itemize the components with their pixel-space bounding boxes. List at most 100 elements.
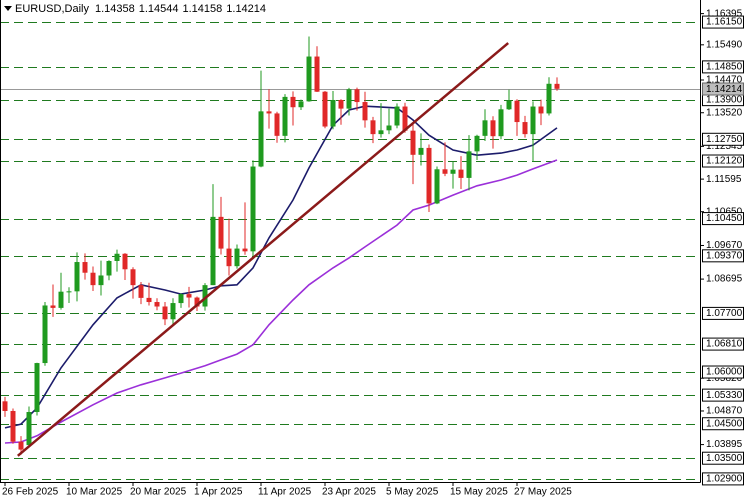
x-tick-label: 10 Mar 2025 (66, 487, 123, 498)
candle-body (530, 106, 536, 135)
candle-body (210, 216, 216, 286)
candle-body (522, 122, 528, 135)
candle-body (514, 100, 520, 123)
candle-body (10, 410, 16, 442)
moving-average (4, 159, 558, 444)
candle-body (426, 147, 432, 204)
candle-body (146, 297, 152, 303)
candle-body (34, 363, 40, 413)
level-label: 1.13900 (706, 94, 743, 105)
candle-body (554, 83, 560, 89)
x-tick-label: 23 Apr 2025 (322, 487, 376, 498)
candle-body (114, 253, 120, 261)
candle-body (18, 441, 24, 450)
y-tick-label: 1.14470 (706, 75, 743, 86)
candle-body (402, 106, 408, 131)
candle-body (106, 260, 112, 276)
level-label: 1.07700 (706, 308, 743, 319)
level-label: 1.02900 (706, 474, 743, 485)
candle-body (82, 262, 88, 273)
level-label: 1.04500 (706, 418, 743, 429)
candle-body (178, 294, 184, 304)
y-tick-label: 1.03895 (706, 439, 743, 450)
level-label: 1.06000 (706, 367, 743, 378)
level-label-box (702, 212, 744, 226)
candle-body (138, 285, 144, 298)
candle-body (322, 91, 328, 127)
candle-body (490, 120, 496, 137)
candle-body (258, 111, 264, 167)
candle-body (218, 216, 224, 249)
level-label: 1.14850 (706, 62, 743, 73)
y-tick-label: 1.15490 (706, 39, 743, 50)
plot-area (0, 22, 700, 480)
level-label-box (702, 451, 744, 465)
candle-body (442, 169, 448, 174)
axis-panel (0, 482, 747, 502)
candle-body (506, 100, 512, 110)
candle-body (242, 248, 248, 252)
level-label: 1.05330 (706, 390, 743, 401)
level-label-box (702, 472, 744, 486)
level-label-box (702, 15, 744, 29)
candle-body (482, 120, 488, 136)
menu-icon[interactable] (4, 6, 12, 11)
level-label-box (702, 60, 744, 74)
candle-body (122, 253, 128, 270)
candle-body (130, 269, 136, 286)
level-label-box (702, 154, 744, 168)
candle-body (378, 130, 384, 135)
level-label: 1.09370 (706, 250, 743, 261)
y-tick-label: 1.09670 (706, 240, 743, 251)
candle-body (154, 302, 160, 307)
level-label: 1.12120 (706, 156, 743, 167)
candle-body (50, 305, 56, 308)
candle-body (226, 248, 232, 267)
level-label: 1.16150 (706, 17, 743, 28)
candle-body (410, 130, 416, 155)
y-tick-label: 1.13520 (706, 107, 743, 118)
axes: 1.16395 1.15490 1.14470 1.13520 1.12545 1.115… (2, 8, 744, 498)
candle-body (418, 147, 424, 155)
candle-body (170, 303, 176, 320)
low-value: 1.14158 (183, 3, 223, 15)
trend-line (16, 42, 510, 457)
level-label-box (702, 365, 744, 379)
candle-body (162, 306, 168, 320)
x-tick-label: 15 May 2025 (450, 487, 508, 498)
level-label-box (702, 388, 744, 402)
candle-body (330, 99, 336, 127)
candle-body (546, 83, 552, 114)
y-tick-label: 1.04870 (706, 406, 743, 417)
candle-body (338, 99, 344, 109)
y-tick-label: 1.12545 (706, 141, 743, 152)
level-label-box (702, 417, 744, 431)
chart-header: EURUSD,Daily 1.14358 1.14544 1.14158 1.14214 (15, 3, 266, 15)
moving-average (4, 105, 558, 429)
level-label: 1.10450 (706, 213, 743, 224)
candle-body (2, 401, 8, 411)
candle-body (250, 166, 256, 252)
x-tick-label: 11 Apr 2025 (258, 487, 312, 498)
candle-body (282, 96, 288, 136)
candle-body (290, 96, 296, 108)
y-tick-label: 1.08695 (706, 274, 743, 285)
candle-body (42, 305, 48, 364)
level-label-box (702, 249, 744, 263)
candle-body (98, 275, 104, 286)
x-tick-label: 1 Apr 2025 (194, 487, 243, 498)
level-label-box (702, 306, 744, 320)
open-value: 1.14358 (95, 3, 135, 15)
candle-body (306, 56, 312, 102)
candle-body (298, 101, 304, 108)
level-label: 1.03500 (706, 453, 743, 464)
level-label-box (702, 132, 744, 146)
y-tick-label: 1.10650 (706, 206, 743, 217)
candle-body (394, 106, 400, 126)
candle-body (466, 151, 472, 178)
candle-body (266, 111, 272, 114)
candle-body (474, 135, 480, 152)
candle-body (354, 89, 360, 103)
candle-body (458, 169, 464, 178)
